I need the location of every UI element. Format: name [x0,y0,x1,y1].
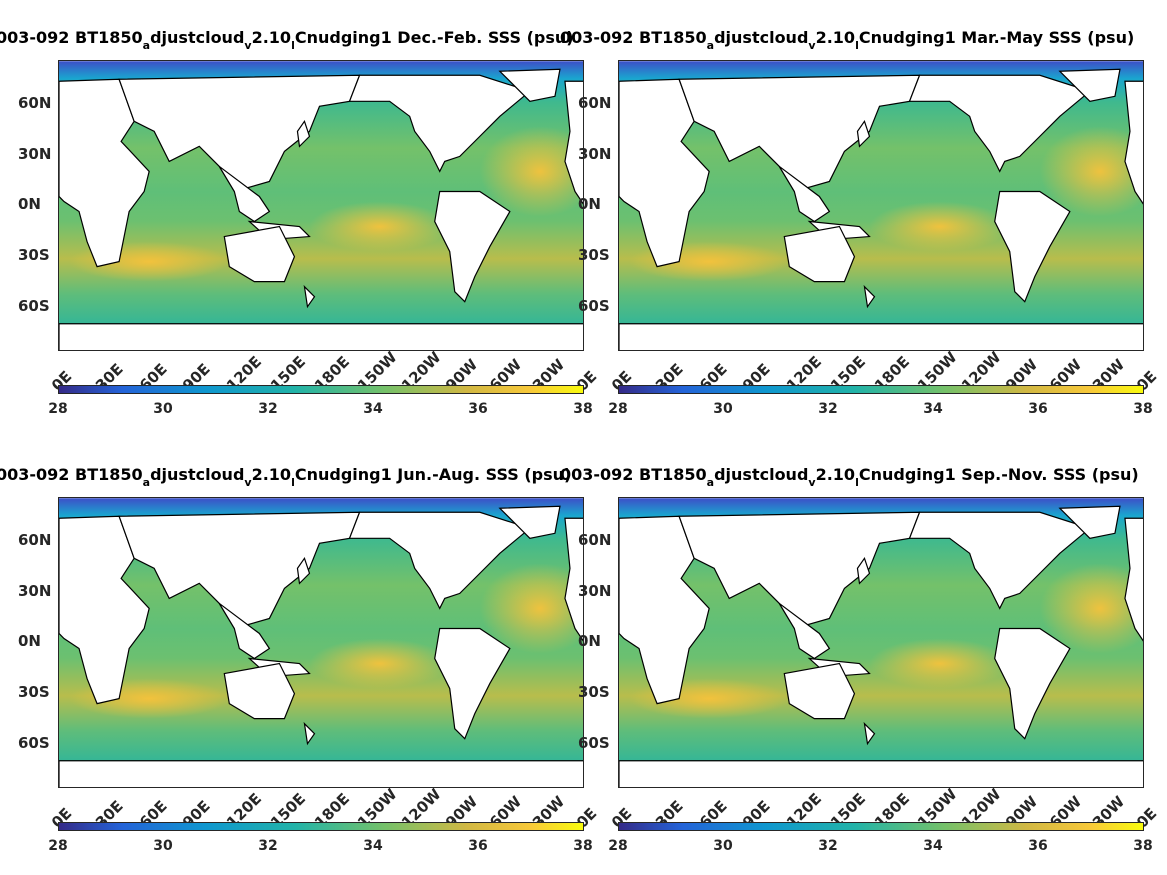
colorbar-tick-label: 34 [363,401,383,417]
sss-map [58,60,584,351]
colorbar-tick-label: 32 [258,838,278,854]
colorbar [58,385,584,394]
lat-tick-label: 0N [18,632,41,650]
lat-tick-label: 30S [18,246,50,264]
sss-map [618,497,1144,788]
panel-title: 003-092 BT1850adjustcloudv2.10lCnudging1… [560,465,1139,489]
colorbar-tick-label: 36 [1028,401,1048,417]
lat-tick-label: 60N [18,531,52,549]
lat-tick-label: 30S [578,246,610,264]
lat-tick-label: 60S [578,297,610,315]
lat-tick-label: 30S [18,683,50,701]
lat-tick-label: 60N [578,94,612,112]
colorbar-tick-label: 34 [923,838,943,854]
lat-tick-label: 60S [18,734,50,752]
colorbar-tick-label: 38 [573,401,593,417]
lat-tick-label: 30N [578,145,612,163]
colorbar-tick-label: 28 [48,401,68,417]
lat-tick-label: 0N [578,632,601,650]
lat-tick-label: 30N [18,582,52,600]
colorbar-tick-label: 32 [818,838,838,854]
panel-title: 003-092 BT1850adjustcloudv2.10lCnudging1… [560,28,1135,52]
colorbar-tick-label: 30 [713,401,733,417]
lat-tick-label: 60N [18,94,52,112]
map-panel-mam: 003-092 BT1850adjustcloudv2.10lCnudging1… [560,0,1144,430]
colorbar [618,385,1144,394]
colorbar-tick-label: 30 [153,401,173,417]
lat-tick-label: 30S [578,683,610,701]
colorbar-tick-label: 32 [258,401,278,417]
colorbar [58,822,584,831]
colorbar-tick-label: 28 [48,838,68,854]
map-panel-son: 003-092 BT1850adjustcloudv2.10lCnudging1… [560,437,1144,867]
colorbar-tick-label: 36 [468,838,488,854]
lat-tick-label: 30N [18,145,52,163]
colorbar-tick-label: 28 [608,401,628,417]
panel-title: 003-092 BT1850adjustcloudv2.10lCnudging1… [0,28,574,52]
lat-tick-label: 60N [578,531,612,549]
colorbar-tick-label: 34 [363,838,383,854]
lat-tick-label: 0N [578,195,601,213]
colorbar-tick-label: 38 [1133,838,1153,854]
colorbar-tick-label: 30 [153,838,173,854]
map-panel-jja: 003-092 BT1850adjustcloudv2.10lCnudging1… [0,437,584,867]
colorbar-tick-label: 36 [1028,838,1048,854]
map-panel-djf: 003-092 BT1850adjustcloudv2.10lCnudging1… [0,0,584,430]
colorbar-tick-label: 34 [923,401,943,417]
colorbar-tick-label: 38 [573,838,593,854]
colorbar-tick-label: 32 [818,401,838,417]
panel-title: 003-092 BT1850adjustcloudv2.10lCnudging1… [0,465,572,489]
colorbar-tick-label: 36 [468,401,488,417]
colorbar-tick-label: 30 [713,838,733,854]
lat-tick-label: 60S [18,297,50,315]
colorbar [618,822,1144,831]
lat-tick-label: 30N [578,582,612,600]
colorbar-tick-label: 28 [608,838,628,854]
sss-map [58,497,584,788]
sss-map [618,60,1144,351]
lat-tick-label: 60S [578,734,610,752]
lat-tick-label: 0N [18,195,41,213]
colorbar-tick-label: 38 [1133,401,1153,417]
